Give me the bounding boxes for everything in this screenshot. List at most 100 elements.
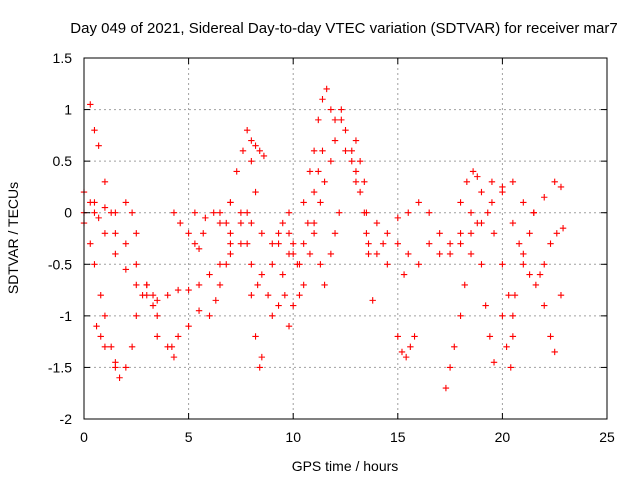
data-point <box>168 343 176 350</box>
data-point <box>154 312 161 320</box>
series-arc-n <box>285 147 326 268</box>
data-point <box>195 281 203 289</box>
data-point <box>216 281 224 289</box>
data-point <box>185 322 192 330</box>
data-point <box>310 188 318 196</box>
series-arc-a <box>80 188 251 304</box>
data-point <box>356 188 364 196</box>
data-point <box>212 297 219 304</box>
data-point <box>317 199 324 206</box>
data-point <box>509 178 517 185</box>
data-point <box>415 199 422 206</box>
data-point <box>258 353 266 361</box>
data-point <box>101 230 109 237</box>
x-axis-label: GPS time / hours <box>292 458 399 474</box>
data-point <box>478 261 485 268</box>
data-point <box>216 261 224 268</box>
data-point <box>499 261 506 268</box>
data-point <box>275 240 282 247</box>
y-tick-label: -0.5 <box>48 256 72 272</box>
data-point <box>91 261 98 268</box>
data-point <box>505 292 512 299</box>
data-point <box>107 343 115 350</box>
data-point <box>338 116 345 124</box>
data-point <box>97 292 104 299</box>
data-point <box>384 261 391 268</box>
y-axis-label: SDTVAR / TECUs <box>5 182 21 294</box>
data-point <box>206 271 213 278</box>
data-point <box>122 266 130 273</box>
data-point <box>239 147 247 155</box>
data-point <box>499 312 506 320</box>
data-point <box>275 230 282 237</box>
data-point <box>290 240 297 247</box>
data-point <box>294 261 301 268</box>
data-point <box>285 209 293 216</box>
data-point <box>310 147 318 155</box>
data-point <box>457 240 464 247</box>
series-arc-e <box>80 199 140 237</box>
data-point <box>279 271 286 278</box>
data-point <box>269 261 276 268</box>
data-point <box>275 302 282 309</box>
data-point <box>91 199 98 206</box>
series-arc-d <box>93 281 161 371</box>
data-point <box>342 147 349 155</box>
data-point <box>122 199 130 206</box>
grid <box>84 58 607 419</box>
data-point <box>87 240 94 247</box>
data-point <box>467 230 475 237</box>
data-point <box>557 183 565 191</box>
data-point <box>177 219 184 227</box>
data-point <box>112 250 119 258</box>
data-point <box>407 343 414 350</box>
data-point <box>269 240 276 247</box>
data-point <box>237 209 245 216</box>
data-point <box>233 168 240 175</box>
data-point <box>327 157 335 165</box>
data-point <box>442 384 450 392</box>
data-point <box>133 312 140 320</box>
plot-frame <box>83 57 608 420</box>
data-point <box>461 281 468 289</box>
data-point <box>352 178 360 185</box>
data-point <box>87 101 94 108</box>
data-point <box>356 157 364 165</box>
data-point <box>321 178 328 185</box>
data-point <box>317 261 324 268</box>
y-tick-label: -1 <box>60 308 73 324</box>
data-point <box>170 209 178 216</box>
data-point <box>149 302 157 309</box>
data-point <box>436 250 443 258</box>
data-point <box>490 359 498 366</box>
data-point <box>415 261 422 268</box>
series-arc-j <box>216 219 293 299</box>
data-point <box>348 157 355 165</box>
data-point <box>248 261 255 268</box>
x-tick-label: 20 <box>495 429 511 445</box>
data-point <box>321 281 328 289</box>
data-point <box>394 240 401 247</box>
data-point <box>331 137 339 144</box>
series-arc-c <box>80 219 123 381</box>
data-point <box>520 261 527 268</box>
data-point <box>133 230 140 237</box>
data-point <box>446 364 454 371</box>
data-point <box>216 209 224 216</box>
data-point <box>269 312 276 320</box>
series-arc-i <box>248 137 268 160</box>
data-point <box>482 302 489 309</box>
data-point <box>551 178 558 185</box>
data-point <box>352 137 360 144</box>
data-point <box>338 106 345 113</box>
data-point <box>507 364 514 371</box>
data-point <box>490 230 498 237</box>
data-point <box>310 230 318 237</box>
chart-title: Day 049 of 2021, Sidereal Day-to-day VTE… <box>70 20 617 37</box>
data-point <box>97 333 104 340</box>
data-point <box>509 333 517 340</box>
data-point <box>394 214 401 222</box>
data-point <box>174 286 182 294</box>
data-point <box>436 230 443 237</box>
data-point <box>400 271 408 278</box>
